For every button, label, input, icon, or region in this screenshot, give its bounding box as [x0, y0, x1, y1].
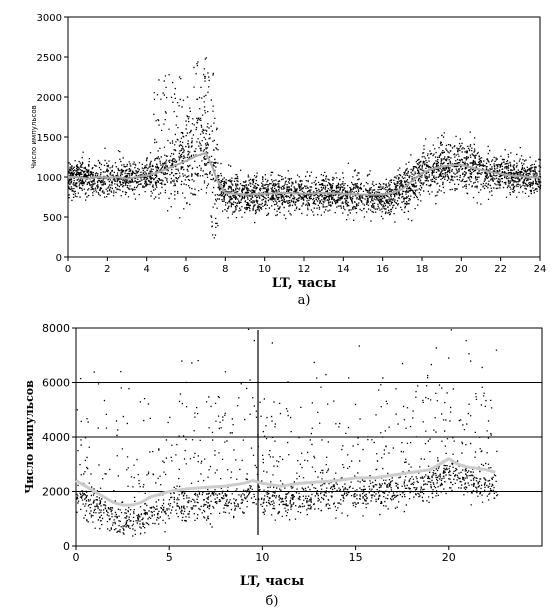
- y-tick-label-2000: 2000: [42, 486, 70, 499]
- panel-a-mean-line: [68, 151, 541, 196]
- panel-b-ylabel: Число импульсов: [23, 380, 36, 494]
- panel-b-xlabel: LT, часы: [240, 574, 304, 589]
- x-tick-label-24: 24: [534, 264, 547, 275]
- x-tick-label-20: 20: [455, 264, 468, 275]
- y-tick-label-2000: 2000: [37, 93, 62, 104]
- y-tick-label-3000: 3000: [37, 13, 62, 24]
- panel-a-xlabel: LT, часы: [272, 276, 336, 291]
- panel-b-caption: б): [266, 594, 279, 609]
- panel-b-gridlines: [76, 382, 542, 492]
- panel-a: 0 2 4 6 8 10 12 14 16 18 20 22 24 050010001500200025…: [30, 13, 546, 308]
- y-tick-label-0: 0: [56, 253, 62, 264]
- x-tick-label-5: 5: [166, 551, 173, 564]
- y-tick-label-6000: 6000: [42, 377, 70, 390]
- x-tick-label-16: 16: [376, 264, 389, 275]
- panel-a-y-ticks: 0 500 1000 1500 2000 2500 3000: [37, 13, 68, 264]
- x-tick-label-10: 10: [258, 264, 271, 275]
- plot-a-area: [67, 16, 541, 258]
- panel-b-y-ticks: 0 2000 4000 6000 8000: [42, 322, 76, 553]
- x-tick-label-14: 14: [337, 264, 350, 275]
- x-tick-label-12: 12: [298, 264, 311, 275]
- panel-b: 0 5 10 15 20 0 2000 4000 6000 8000 LT, часы Числ…: [23, 322, 543, 609]
- y-tick-label-2500: 2500: [37, 53, 62, 64]
- x-tick-label-15: 15: [349, 551, 363, 564]
- y-tick-label-4000: 4000: [42, 431, 70, 444]
- y-tick-label-8000: 8000: [42, 322, 70, 335]
- panel-a-ylabel: Число импульсов: [30, 105, 38, 169]
- x-tick-label-10: 10: [255, 551, 269, 564]
- x-tick-label-2: 2: [104, 264, 110, 275]
- y-tick-label-0: 0: [63, 540, 70, 553]
- y-tick-label-1500: 1500: [37, 133, 62, 144]
- panel-a-caption: а): [298, 293, 311, 308]
- panel-b-mean-line: [75, 457, 496, 507]
- panel-a-x-ticks: 0 2 4 6 8 10 12 14 16 18 20 22 24: [65, 257, 547, 275]
- x-tick-label-0: 0: [65, 264, 71, 275]
- x-tick-label-22: 22: [494, 264, 507, 275]
- x-tick-label-0: 0: [73, 551, 80, 564]
- x-tick-label-8: 8: [222, 264, 228, 275]
- y-tick-label-1000: 1000: [37, 173, 62, 184]
- x-tick-label-20: 20: [442, 551, 456, 564]
- panel-b-x-ticks: 0 5 10 15 20: [73, 546, 456, 564]
- x-tick-label-18: 18: [416, 264, 429, 275]
- x-tick-label-6: 6: [183, 264, 189, 275]
- x-tick-label-4: 4: [143, 264, 149, 275]
- y-tick-label-500: 500: [43, 213, 62, 224]
